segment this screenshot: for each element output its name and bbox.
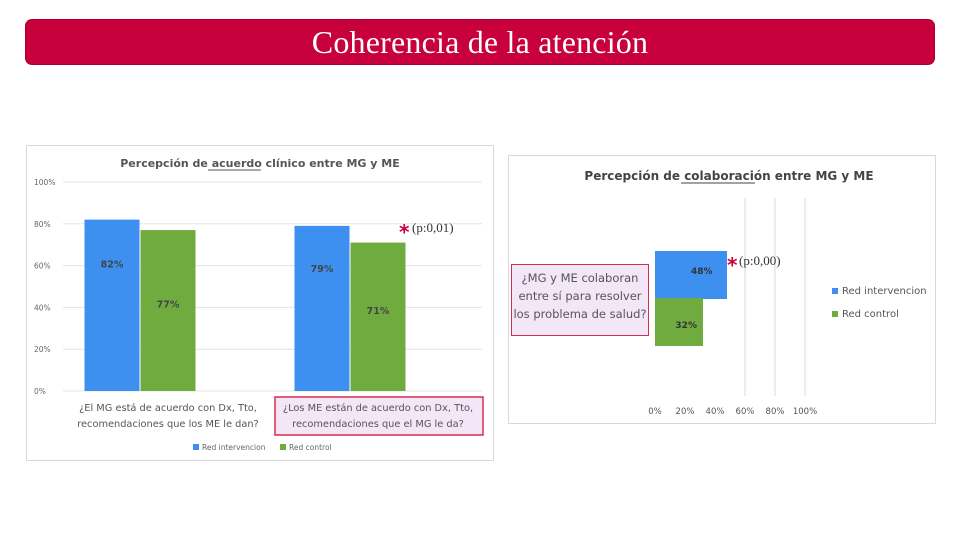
bar-data-label: 71% xyxy=(367,306,390,317)
category-line: los problema de salud? xyxy=(513,307,647,321)
p-value-label: (p:0,00) xyxy=(739,253,781,268)
category-label: ¿Los ME están de acuerdo con Dx, Tto, xyxy=(283,402,473,414)
bar-data-label: 79% xyxy=(311,264,334,275)
legend: Red intervencion Red control xyxy=(193,443,332,452)
chart-panel-acuerdo: Percepción de acuerdo clínico entre MG y… xyxy=(26,145,494,461)
x-tick-label: 20% xyxy=(676,407,695,417)
y-tick-label: 20% xyxy=(34,345,51,354)
bars: 48% 32% xyxy=(655,251,727,346)
bar xyxy=(655,251,727,299)
x-tick-label: 0% xyxy=(648,407,662,417)
bars: 82% 77% 79% 71% xyxy=(84,219,406,391)
significance-star: * xyxy=(399,220,410,244)
bar-data-label: 32% xyxy=(675,321,697,331)
x-tick-label: 60% xyxy=(736,407,755,417)
significance-star: * xyxy=(727,253,738,277)
chart-acuerdo-svg: Percepción de acuerdo clínico entre MG y… xyxy=(34,157,484,452)
bar-data-label: 77% xyxy=(157,299,180,310)
y-tick-label: 100% xyxy=(34,178,55,187)
category-label: ¿El MG está de acuerdo con Dx, Tto, xyxy=(79,402,257,414)
legend-swatch xyxy=(832,288,838,294)
y-tick-label: 0% xyxy=(34,387,46,396)
category-label: recomendaciones que los ME le dan? xyxy=(77,419,259,430)
highlight-box xyxy=(274,396,484,436)
category-label: recomendaciones que el MG le da? xyxy=(292,419,464,430)
bar xyxy=(84,219,140,391)
category-line: entre sí para resolver xyxy=(518,289,642,303)
x-tick-label: 80% xyxy=(766,407,785,417)
legend-label: Red control xyxy=(289,443,332,452)
category-labels: ¿El MG está de acuerdo con Dx, Tto, recom… xyxy=(77,402,473,430)
bar xyxy=(140,230,196,391)
legend-swatch xyxy=(280,444,286,450)
chart-title: Percepción de acuerdo clínico entre MG y… xyxy=(120,157,400,170)
legend-swatch xyxy=(832,311,838,317)
legend-label: Red intervencion xyxy=(202,443,266,452)
category-label-box: ¿MG y ME colaboran entre sí para resolve… xyxy=(511,264,649,336)
gridlines xyxy=(744,198,806,396)
legend: Red intervencion Red control xyxy=(832,286,927,320)
y-tick-label: 60% xyxy=(34,262,51,271)
chart-panel-colaboracion: Percepción de colaboración entre MG y ME… xyxy=(508,155,936,424)
legend-swatch xyxy=(193,444,199,450)
chart-colaboracion-svg: Percepción de colaboración entre MG y ME… xyxy=(584,169,927,417)
bar xyxy=(294,225,350,391)
p-value-label: (p:0,01) xyxy=(412,220,454,235)
bar xyxy=(655,298,703,346)
bar-data-label: 82% xyxy=(101,260,124,271)
slide-title: Coherencia de la atención xyxy=(311,23,649,60)
y-tick-label: 80% xyxy=(34,220,51,229)
slide-title-bar: Coherencia de la atención xyxy=(26,20,934,64)
category-line: ¿MG y ME colaboran xyxy=(521,271,639,285)
x-axis-ticks: 0% 20% 40% 60% 80% 100% xyxy=(648,407,817,417)
chart-title: Percepción de colaboración entre MG y ME xyxy=(584,169,873,183)
y-tick-label: 40% xyxy=(34,303,51,312)
legend-label: Red control xyxy=(842,309,899,320)
y-axis-ticks: 0% 20% 40% 60% 80% 100% xyxy=(34,178,55,396)
bar xyxy=(350,242,406,391)
bar-data-label: 48% xyxy=(691,267,713,277)
legend-label: Red intervencion xyxy=(842,286,927,297)
x-tick-label: 100% xyxy=(793,407,817,417)
x-tick-label: 40% xyxy=(706,407,725,417)
